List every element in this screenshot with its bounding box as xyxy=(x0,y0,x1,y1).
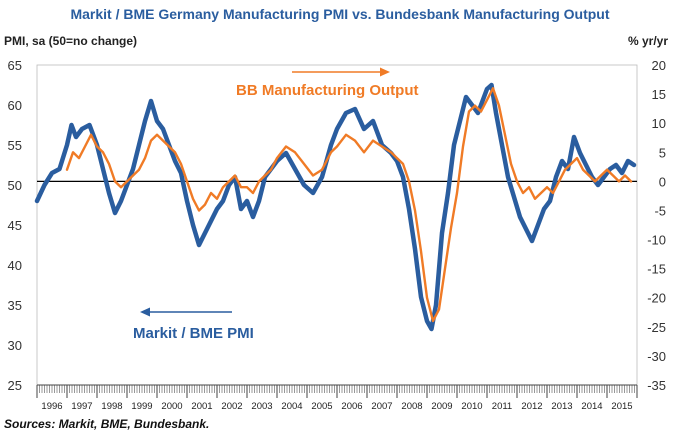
x-tick-label: 1997 xyxy=(71,401,92,412)
x-tick-label: 2006 xyxy=(341,401,362,412)
left-arrow-icon xyxy=(140,307,232,317)
right-tick-label: -30 xyxy=(647,349,666,364)
x-tick-label: 2005 xyxy=(311,401,332,412)
left-axis-ticks: 25 30 35 40 45 50 55 60 65 xyxy=(8,58,22,393)
left-tick-label: 65 xyxy=(8,58,22,73)
left-tick-label: 40 xyxy=(8,258,22,273)
x-tick-label: 2007 xyxy=(371,401,392,412)
x-axis: 1996 1997 1998 1999 2000 2001 2002 2003 2004 2005… xyxy=(36,384,638,412)
pmi-series-line xyxy=(34,82,637,332)
output-series-line xyxy=(65,87,633,323)
right-tick-label: -15 xyxy=(647,262,666,277)
source-note: Sources: Markit, BME, Bundesbank. xyxy=(4,417,209,431)
x-tick-label: 2003 xyxy=(251,401,272,412)
gridlines xyxy=(36,64,638,386)
x-tick-label: 2004 xyxy=(281,401,302,412)
left-tick-label: 60 xyxy=(8,98,22,113)
series-lines xyxy=(34,82,637,332)
pmi-series-label: Markit / BME PMI xyxy=(133,325,254,342)
right-tick-label: -20 xyxy=(647,291,666,306)
x-tick-label: 2002 xyxy=(221,401,242,412)
right-arrow-icon xyxy=(292,67,390,77)
right-tick-label: 20 xyxy=(652,58,666,73)
chart-title: Markit / BME Germany Manufacturing PMI v… xyxy=(70,6,609,22)
x-tick-label: 2000 xyxy=(161,401,182,412)
x-tick-label: 2011 xyxy=(492,401,512,412)
x-tick-label: 2014 xyxy=(581,401,602,412)
left-tick-label: 25 xyxy=(8,378,22,393)
plot-frame xyxy=(36,64,638,386)
left-tick-label: 35 xyxy=(8,298,22,313)
x-tick-label: 2009 xyxy=(431,401,452,412)
left-tick-label: 55 xyxy=(8,138,22,153)
x-tick-label: 2001 xyxy=(191,401,212,412)
x-tick-label: 2010 xyxy=(461,401,482,412)
x-tick-label: 1996 xyxy=(41,401,62,412)
x-tick-label: 2015 xyxy=(611,401,632,412)
right-tick-label: 15 xyxy=(652,87,666,102)
right-tick-label: -35 xyxy=(647,378,666,393)
right-tick-label: 5 xyxy=(659,145,666,160)
right-axis-label: % yr/yr xyxy=(628,34,668,48)
right-tick-label: -5 xyxy=(654,203,666,218)
output-series-label: BB Manufacturing Output xyxy=(236,82,418,99)
left-tick-label: 30 xyxy=(8,338,22,353)
left-tick-label: 45 xyxy=(8,218,22,233)
x-tick-label: 2013 xyxy=(551,401,572,412)
x-tick-label: 1999 xyxy=(131,401,152,412)
right-axis-ticks: -35 -30 -25 -20 -15 -10 -5 0 5 10 15 20 xyxy=(647,58,666,393)
right-tick-label: -25 xyxy=(647,320,666,335)
x-tick-label: 2012 xyxy=(521,401,542,412)
x-tick-label: 2008 xyxy=(401,401,422,412)
left-tick-label: 50 xyxy=(8,178,22,193)
x-tick-label: 1998 xyxy=(101,401,122,412)
right-tick-label: -10 xyxy=(647,233,666,248)
right-tick-label: 0 xyxy=(659,174,666,189)
right-tick-label: 10 xyxy=(652,116,666,131)
left-axis-label: PMI, sa (50=no change) xyxy=(4,34,137,48)
